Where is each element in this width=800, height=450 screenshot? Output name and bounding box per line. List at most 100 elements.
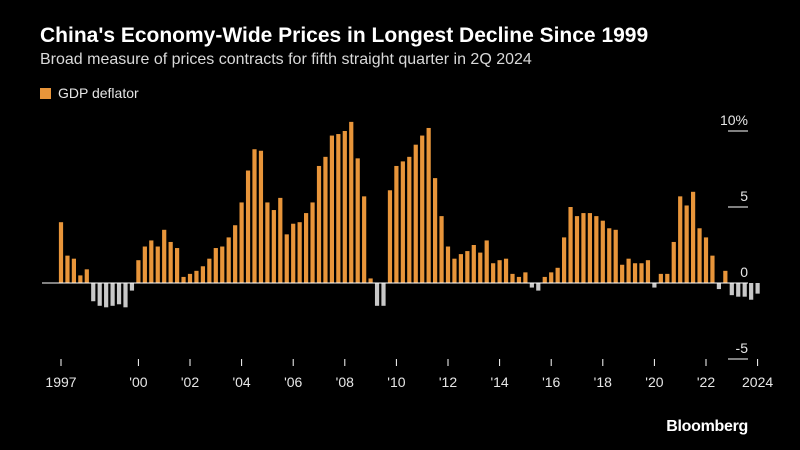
- bar: [555, 267, 560, 283]
- bar: [71, 258, 76, 283]
- bar: [194, 270, 199, 283]
- bar: [207, 258, 212, 283]
- bar: [78, 275, 83, 283]
- bar: [594, 216, 599, 283]
- y-tick-label: 0: [740, 264, 748, 280]
- bar: [400, 161, 405, 283]
- bar: [678, 196, 683, 283]
- bar: [381, 283, 386, 306]
- bar: [600, 220, 605, 283]
- bar: [407, 156, 412, 283]
- x-tick-label: '14: [490, 374, 508, 390]
- bar: [200, 266, 205, 283]
- bar: [426, 127, 431, 284]
- bar: [97, 283, 102, 306]
- bar: [368, 278, 373, 283]
- bar: [568, 207, 573, 283]
- bar: [639, 263, 644, 283]
- bar: [452, 258, 457, 283]
- bar: [374, 283, 380, 306]
- bar: [84, 269, 89, 283]
- x-tick-label: '16: [542, 374, 560, 390]
- bar: [239, 202, 244, 283]
- bar: [278, 197, 283, 283]
- chart-subtitle: Broad measure of prices contracts for fi…: [40, 51, 532, 68]
- bar: [245, 170, 251, 283]
- bar: [271, 210, 276, 283]
- x-tick-label: '08: [336, 374, 354, 390]
- x-tick-label: '18: [594, 374, 612, 390]
- x-tick-label: '02: [181, 374, 199, 390]
- bloomberg-logo: Bloomberg: [666, 418, 748, 435]
- bar: [574, 216, 580, 283]
- bar: [394, 165, 399, 283]
- bar: [613, 229, 618, 283]
- bar: [587, 213, 592, 283]
- x-tick-label: 2024: [742, 374, 773, 390]
- bar: [484, 240, 489, 283]
- y-tick-label: -5: [736, 340, 749, 356]
- x-tick-label: '00: [129, 374, 147, 390]
- bar: [58, 222, 64, 283]
- y-tick-label: 10%: [720, 112, 748, 128]
- bar: [252, 149, 257, 283]
- bar: [729, 283, 734, 296]
- bar: [632, 263, 638, 283]
- bar: [413, 144, 418, 283]
- bar: [458, 254, 463, 283]
- bar: [607, 228, 612, 283]
- bar: [652, 283, 657, 288]
- bar: [697, 228, 702, 283]
- bar: [491, 263, 496, 283]
- legend-swatch: [40, 87, 51, 99]
- bar: [562, 237, 567, 283]
- bar: [471, 245, 476, 283]
- bar: [329, 135, 334, 283]
- bar: [149, 240, 154, 283]
- bar: [91, 283, 96, 302]
- legend-label: GDP deflator: [58, 85, 139, 101]
- bar: [187, 273, 193, 283]
- bar: [220, 246, 225, 283]
- x-tick-label: '22: [697, 374, 715, 390]
- bar: [684, 205, 689, 283]
- bar: [136, 260, 141, 283]
- bar: [123, 283, 128, 308]
- bar: [445, 246, 451, 283]
- bar: [129, 283, 135, 291]
- bar: [323, 156, 328, 283]
- bar: [749, 283, 754, 300]
- bar: [465, 251, 470, 283]
- bar: [433, 178, 438, 283]
- bar: [104, 283, 109, 308]
- bar: [175, 248, 180, 283]
- bar: [671, 241, 676, 283]
- bar: [362, 196, 367, 283]
- bar: [336, 134, 341, 283]
- bar: [297, 222, 302, 283]
- bar: [510, 273, 515, 283]
- bar: [723, 270, 728, 283]
- bar: [355, 158, 360, 283]
- bar: [716, 283, 721, 290]
- bar: [258, 150, 264, 283]
- bar: [626, 258, 631, 283]
- bar: [703, 237, 709, 283]
- bar: [439, 216, 444, 283]
- bar: [736, 283, 741, 297]
- bar: [645, 260, 651, 283]
- bar: [497, 260, 502, 283]
- bar: [691, 191, 696, 283]
- bar: [536, 283, 541, 291]
- bar: [420, 135, 425, 283]
- bar: [620, 264, 625, 283]
- x-tick-label: '10: [387, 374, 405, 390]
- bar: [581, 213, 586, 283]
- bar: [226, 237, 231, 283]
- bar: [233, 225, 238, 283]
- bar: [710, 255, 715, 283]
- bar: [291, 223, 296, 283]
- bar: [478, 252, 483, 283]
- bar: [284, 234, 289, 283]
